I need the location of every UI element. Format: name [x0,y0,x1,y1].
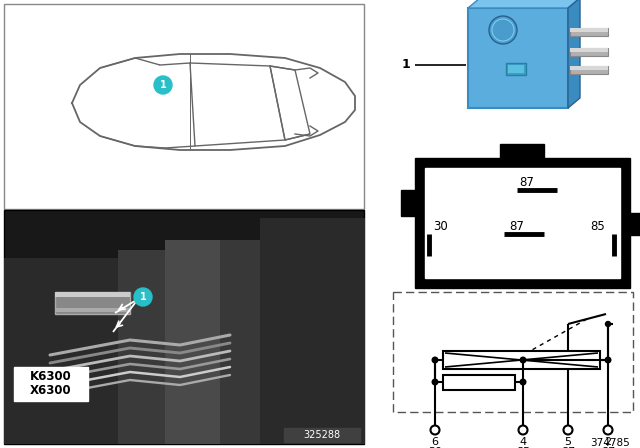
Bar [4,210,364,444]
Bar [415,158,630,288]
Text: 1: 1 [159,80,166,90]
Bar [220,240,265,444]
Circle shape [134,288,152,306]
Circle shape [432,379,438,385]
Text: 4: 4 [520,437,527,447]
Polygon shape [4,210,120,265]
Bar [570,66,608,74]
Text: 87: 87 [561,447,575,448]
Circle shape [520,357,526,363]
Bar [570,28,608,36]
Circle shape [154,76,172,94]
Bar [55,292,130,314]
Text: 85: 85 [591,220,605,233]
Bar [4,4,364,209]
Polygon shape [568,0,580,108]
Circle shape [563,426,573,435]
Circle shape [489,16,517,44]
Circle shape [520,379,526,385]
Text: 374785: 374785 [590,438,630,448]
Text: 87: 87 [509,220,524,233]
Text: 1: 1 [140,292,147,302]
Text: 1: 1 [401,59,410,72]
Bar [443,375,515,390]
Text: 325288: 325288 [303,430,340,440]
Text: 30: 30 [428,447,442,448]
Bar [55,292,130,297]
Text: 30: 30 [434,220,449,233]
Text: X6300: X6300 [30,384,72,397]
Bar [508,65,524,73]
Bar [393,292,633,412]
Bar [443,351,600,369]
Circle shape [605,357,611,363]
Bar [506,63,526,75]
Bar [284,428,360,442]
Text: 87: 87 [520,176,534,189]
Polygon shape [468,0,580,8]
Bar [165,240,225,444]
Bar [4,258,119,444]
Bar [570,28,608,32]
Bar [468,8,568,108]
Bar [260,218,365,444]
Circle shape [431,426,440,435]
Bar [570,48,608,52]
Bar [425,168,620,278]
Bar [118,250,168,444]
Bar [14,367,88,401]
Text: 2: 2 [604,437,612,447]
Circle shape [518,426,527,435]
Circle shape [604,426,612,435]
Bar [55,308,130,312]
Circle shape [605,322,611,327]
Text: K6300: K6300 [30,370,72,383]
Circle shape [432,357,438,363]
Text: 85: 85 [516,447,530,448]
Bar [500,144,544,160]
Bar [628,213,640,235]
Bar [401,190,417,216]
Polygon shape [4,210,200,220]
Text: 5: 5 [564,437,572,447]
Text: 6: 6 [431,437,438,447]
Bar [570,48,608,56]
Bar [570,66,608,70]
Text: 87: 87 [601,447,615,448]
